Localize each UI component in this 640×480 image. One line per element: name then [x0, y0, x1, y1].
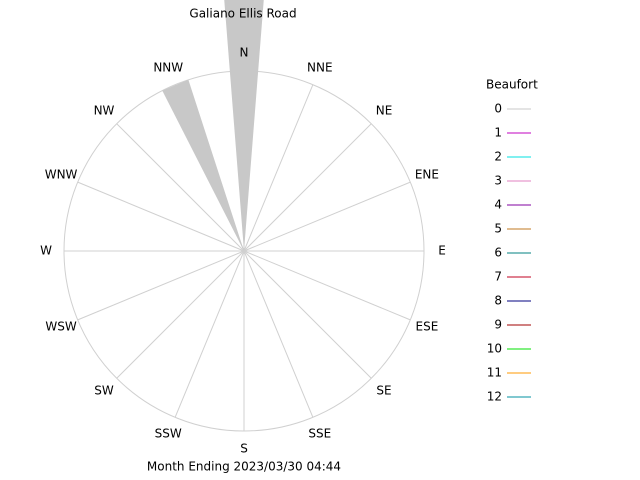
direction-label: ESE: [416, 319, 439, 333]
direction-label: NW: [94, 103, 115, 117]
direction-label: W: [40, 244, 52, 258]
legend-label: 8: [494, 294, 502, 308]
legend-label: 2: [494, 150, 502, 164]
petal: [162, 79, 189, 91]
legend-label: 12: [487, 390, 502, 404]
spoke: [243, 250, 314, 418]
direction-label: SE: [376, 384, 391, 398]
direction-label: SSW: [155, 426, 182, 440]
direction-label: NE: [376, 103, 393, 117]
legend-label: 3: [494, 174, 502, 188]
petal: [224, 0, 264, 251]
petals: [162, 0, 264, 251]
spoke: [243, 250, 372, 379]
chart-title: Galiano Ellis Road: [189, 7, 296, 21]
spoke: [77, 181, 245, 252]
legend-label: 4: [494, 198, 502, 212]
legend-label: 11: [487, 366, 502, 380]
direction-label: WSW: [45, 319, 76, 333]
spoke: [243, 250, 411, 321]
spoke: [174, 250, 245, 418]
spoke: [243, 123, 372, 252]
petal: [162, 79, 244, 251]
legend-label: 6: [494, 246, 502, 260]
spoke: [77, 250, 245, 321]
direction-label: N: [240, 46, 249, 60]
spoke: [116, 123, 245, 252]
labels: N NNE NE ENE E ESE SE SSE S SSW SW WSW W WNW NW NNW: [40, 46, 446, 456]
legend-label: 9: [494, 318, 502, 332]
spoke: [243, 84, 314, 252]
legend-title: Beaufort: [486, 78, 538, 92]
direction-label: SSE: [308, 426, 331, 440]
direction-label: NNE: [307, 61, 333, 75]
direction-label: NNW: [153, 61, 183, 75]
direction-label: WNW: [45, 168, 78, 182]
direction-label: SW: [94, 384, 114, 398]
direction-label: S: [240, 442, 248, 456]
spoke: [243, 181, 411, 252]
legend-label: 5: [494, 222, 502, 236]
legend-label: 1: [494, 126, 502, 140]
legend-label: 7: [494, 270, 502, 284]
direction-label: ENE: [415, 168, 439, 182]
legend-label: 10: [487, 342, 502, 356]
spoke: [116, 250, 245, 379]
footer: Month Ending 2023/03/30 04:44: [147, 460, 341, 474]
legend-label: 0: [494, 102, 502, 116]
direction-label: E: [438, 244, 446, 258]
